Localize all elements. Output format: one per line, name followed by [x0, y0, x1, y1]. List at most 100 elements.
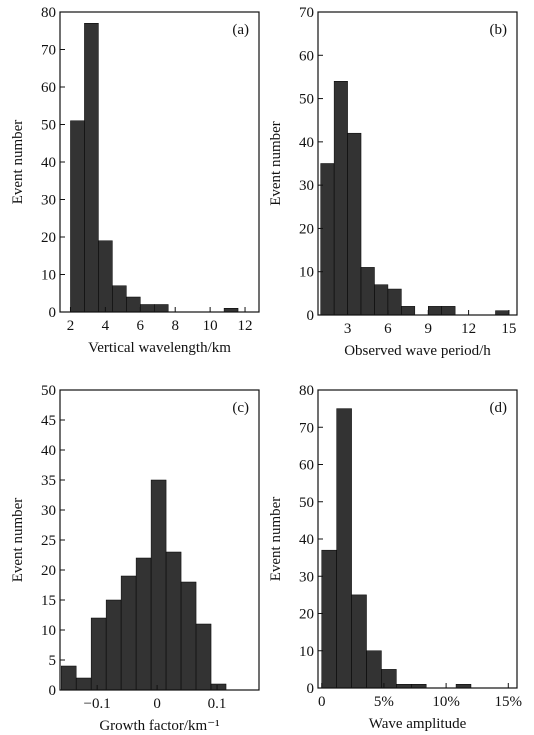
bar-panel-1-bin-13 [495, 310, 510, 316]
bar-panel-0-bin-0 [70, 120, 85, 313]
y-tick-label-panel-3-0: 0 [307, 681, 315, 697]
x-axis-title-panel-0: Vertical wavelength/km [88, 340, 231, 356]
x-tick-label-panel-0-1: 4 [102, 318, 110, 334]
x-tick-label-panel-1-2: 9 [425, 321, 433, 337]
x-tick-label-panel-0-0: 2 [67, 318, 75, 334]
bar-panel-2-bin-7 [165, 551, 182, 691]
y-tick-label-panel-0-2: 20 [41, 230, 56, 246]
y-tick-label-panel-3-3: 30 [299, 569, 314, 585]
bar-panel-1-bin-4 [374, 284, 389, 316]
bar-panel-2-bin-10 [210, 683, 227, 691]
bar-panel-1-bin-3 [360, 267, 375, 316]
y-tick-label-panel-3-7: 70 [299, 420, 314, 436]
x-tick-label-panel-1-1: 6 [384, 321, 392, 337]
y-tick-label-panel-2-5: 25 [41, 533, 56, 549]
x-tick-label-panel-1-0: 3 [344, 321, 352, 337]
bar-panel-0-bin-5 [140, 304, 155, 313]
y-tick-label-panel-2-8: 40 [41, 443, 56, 459]
x-tick-label-panel-0-4: 10 [203, 318, 218, 334]
y-axis-title-panel-3: Event number [268, 497, 284, 582]
y-tick-label-panel-2-1: 5 [49, 653, 57, 669]
bar-panel-2-bin-4 [120, 575, 137, 691]
x-tick-label-panel-1-3: 12 [461, 321, 476, 337]
y-tick-label-panel-0-6: 60 [41, 80, 56, 96]
y-tick-label-panel-3-6: 60 [299, 458, 314, 474]
bar-panel-1-bin-9 [441, 306, 456, 316]
bar-panel-2-bin-8 [180, 581, 197, 691]
bar-panel-2-bin-0 [60, 665, 77, 691]
y-tick-label-panel-1-4: 40 [299, 135, 314, 151]
x-tick-label-panel-2-1: 0 [153, 696, 161, 712]
y-tick-label-panel-1-3: 30 [299, 178, 314, 194]
bar-panel-2-bin-1 [75, 677, 92, 691]
y-axis-title-panel-2: Event number [10, 498, 26, 583]
bar-panel-1-bin-8 [428, 306, 442, 316]
y-tick-label-panel-2-2: 10 [41, 623, 56, 639]
x-tick-label-panel-1-4: 15 [501, 321, 516, 337]
y-tick-label-panel-1-6: 60 [299, 48, 314, 64]
bar-panel-1-bin-0 [320, 163, 335, 316]
x-tick-label-panel-0-2: 6 [137, 318, 145, 334]
x-tick-label-panel-2-0: −0.1 [84, 696, 111, 712]
x-axis-title-panel-2: Growth factor/km⁻¹ [99, 718, 219, 734]
y-axis-title-panel-0: Event number [10, 120, 26, 205]
y-tick-label-panel-2-4: 20 [41, 563, 56, 579]
y-tick-label-panel-0-1: 10 [41, 268, 56, 284]
x-tick-label-panel-3-3: 15% [495, 694, 523, 710]
y-tick-label-panel-0-4: 40 [41, 155, 56, 171]
y-tick-label-panel-2-10: 50 [41, 383, 56, 399]
bar-panel-3-bin-1 [336, 408, 352, 689]
bar-panel-1-bin-5 [387, 288, 402, 316]
y-tick-label-panel-2-3: 15 [41, 593, 56, 609]
bar-panel-2-bin-9 [195, 623, 212, 691]
x-tick-label-panel-2-2: 0.1 [208, 696, 227, 712]
bar-panel-1-bin-6 [401, 306, 416, 316]
plot-frame-panel-1 [317, 11, 518, 316]
y-tick-label-panel-3-8: 80 [299, 383, 314, 399]
y-tick-label-panel-1-5: 50 [299, 92, 314, 108]
panel-label-0: (a) [232, 22, 249, 38]
bar-panel-3-bin-0 [321, 549, 337, 689]
y-tick-label-panel-3-4: 40 [299, 532, 314, 548]
y-tick-label-panel-2-9: 45 [41, 413, 56, 429]
y-tick-label-panel-3-2: 20 [299, 607, 314, 623]
y-tick-label-panel-1-0: 0 [307, 308, 315, 324]
y-axis-title-panel-1: Event number [268, 121, 284, 206]
x-axis-title-panel-3: Wave amplitude [369, 716, 467, 732]
bar-panel-0-bin-3 [112, 285, 127, 313]
bar-panel-2-bin-5 [135, 557, 152, 691]
y-tick-label-panel-0-7: 70 [41, 43, 56, 59]
bar-panel-0-bin-4 [126, 296, 141, 313]
bar-panel-1-bin-2 [347, 132, 362, 316]
y-tick-label-panel-2-0: 0 [49, 683, 57, 699]
panel-label-2: (c) [232, 400, 249, 416]
x-axis-title-panel-1: Observed wave period/h [344, 343, 491, 359]
x-tick-label-panel-3-2: 10% [432, 694, 460, 710]
x-tick-label-panel-0-3: 8 [171, 318, 179, 334]
bar-panel-0-bin-1 [84, 23, 99, 313]
bar-panel-2-bin-2 [90, 617, 107, 691]
bar-panel-1-bin-1 [333, 81, 348, 316]
bar-panel-0-bin-6 [154, 304, 169, 313]
bar-panel-2-bin-6 [150, 479, 167, 691]
x-tick-label-panel-3-1: 5% [374, 694, 394, 710]
y-tick-label-panel-2-6: 30 [41, 503, 56, 519]
y-tick-label-panel-1-1: 10 [299, 265, 314, 281]
y-tick-label-panel-0-3: 30 [41, 193, 56, 209]
x-tick-label-panel-3-0: 0 [318, 694, 326, 710]
y-tick-label-panel-3-5: 50 [299, 495, 314, 511]
bar-panel-2-bin-3 [105, 599, 122, 691]
y-tick-label-panel-1-2: 20 [299, 221, 314, 237]
panel-label-3: (d) [490, 400, 508, 416]
bar-panel-3-bin-2 [351, 594, 367, 689]
y-tick-label-panel-0-5: 50 [41, 118, 56, 134]
y-tick-label-panel-0-8: 80 [41, 5, 56, 21]
y-tick-label-panel-0-0: 0 [49, 305, 57, 321]
y-tick-label-panel-3-1: 10 [299, 644, 314, 660]
y-tick-label-panel-2-7: 35 [41, 473, 56, 489]
panel-label-1: (b) [490, 22, 508, 38]
bar-panel-3-bin-3 [366, 650, 382, 689]
y-tick-label-panel-1-7: 70 [299, 5, 314, 21]
bar-panel-0-bin-2 [98, 240, 113, 313]
